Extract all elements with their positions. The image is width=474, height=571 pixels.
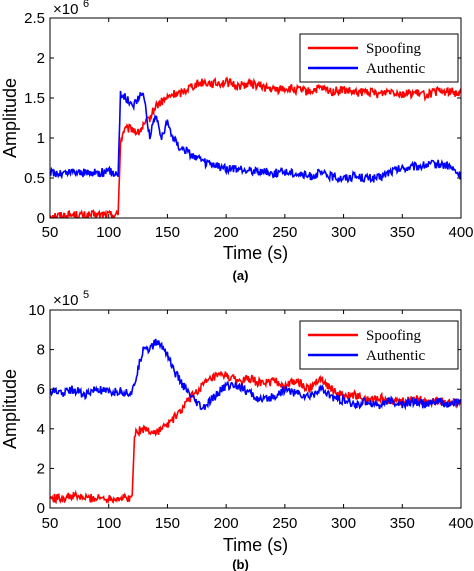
x-tick-label: 250 bbox=[272, 224, 297, 241]
x-tick-label: 350 bbox=[390, 515, 415, 532]
x-tick-label: 150 bbox=[155, 515, 180, 532]
y-tick-label: 10 bbox=[28, 302, 45, 319]
x-tick-label: 350 bbox=[390, 224, 415, 241]
y-tick-label: 0 bbox=[37, 500, 45, 517]
y-tick-label: 0 bbox=[37, 210, 45, 227]
legend-label-spoofing: Spoofing bbox=[366, 328, 422, 344]
x-tick-label: 50 bbox=[42, 515, 59, 532]
x-tick-label: 200 bbox=[214, 224, 239, 241]
y-tick-label: 4 bbox=[37, 421, 45, 438]
legend-box bbox=[299, 320, 459, 370]
y-multiplier: ×10 bbox=[53, 292, 78, 309]
chart-b: 50 100 150 200 250 300 350 400 0 2 4 6 8 10 ×10 5 Time (… bbox=[0, 289, 474, 571]
legend: Spoofing Authentic bbox=[299, 33, 459, 83]
panel-caption: (a) bbox=[233, 268, 249, 283]
plot-frame bbox=[49, 309, 462, 509]
y-tick-label: 0.5 bbox=[24, 170, 45, 187]
series-line-spoofing bbox=[50, 76, 461, 218]
series-line-spoofing bbox=[50, 370, 461, 505]
panel-caption: (b) bbox=[232, 557, 249, 571]
x-tick-label: 400 bbox=[448, 224, 473, 241]
y-multiplier-exponent: 5 bbox=[83, 289, 89, 301]
x-tick-label: 200 bbox=[214, 515, 239, 532]
legend-label-authentic: Authentic bbox=[366, 61, 425, 77]
y-multiplier: ×10 bbox=[53, 1, 78, 18]
plot-frame bbox=[49, 17, 462, 219]
x-tick-label: 300 bbox=[331, 224, 356, 241]
x-tick-label: 100 bbox=[96, 224, 121, 241]
y-axis-label: Amplitude bbox=[0, 78, 20, 158]
x-tick-label: 50 bbox=[42, 224, 59, 241]
series-line-authentic bbox=[50, 90, 461, 184]
legend-box bbox=[299, 33, 459, 83]
x-tick-label: 250 bbox=[272, 515, 297, 532]
y-tick-label: 8 bbox=[37, 342, 45, 359]
y-tick-label: 2 bbox=[37, 460, 45, 477]
y-axis-label: Amplitude bbox=[0, 369, 20, 449]
x-axis-label: Time (s) bbox=[223, 243, 288, 263]
y-multiplier-exponent: 6 bbox=[83, 0, 89, 10]
x-tick-label: 100 bbox=[96, 515, 121, 532]
legend: Spoofing Authentic bbox=[299, 320, 459, 370]
y-tick-label: 6 bbox=[37, 381, 45, 398]
x-tick-label: 400 bbox=[448, 515, 473, 532]
x-axis-label: Time (s) bbox=[223, 535, 288, 555]
series-line-authentic bbox=[50, 338, 461, 411]
x-tick-label: 300 bbox=[331, 515, 356, 532]
legend-label-authentic: Authentic bbox=[366, 348, 425, 364]
legend-label-spoofing: Spoofing bbox=[366, 41, 422, 57]
x-tick-label: 150 bbox=[155, 224, 180, 241]
y-tick-label: 1.5 bbox=[24, 90, 45, 107]
y-tick-label: 1 bbox=[37, 130, 45, 147]
y-tick-label: 2.5 bbox=[24, 10, 45, 27]
chart-a: 50 100 150 200 250 300 350 400 0 0.5 1 1.5 2 2.5 ×10 6 T… bbox=[0, 0, 474, 283]
y-tick-label: 2 bbox=[37, 50, 45, 67]
